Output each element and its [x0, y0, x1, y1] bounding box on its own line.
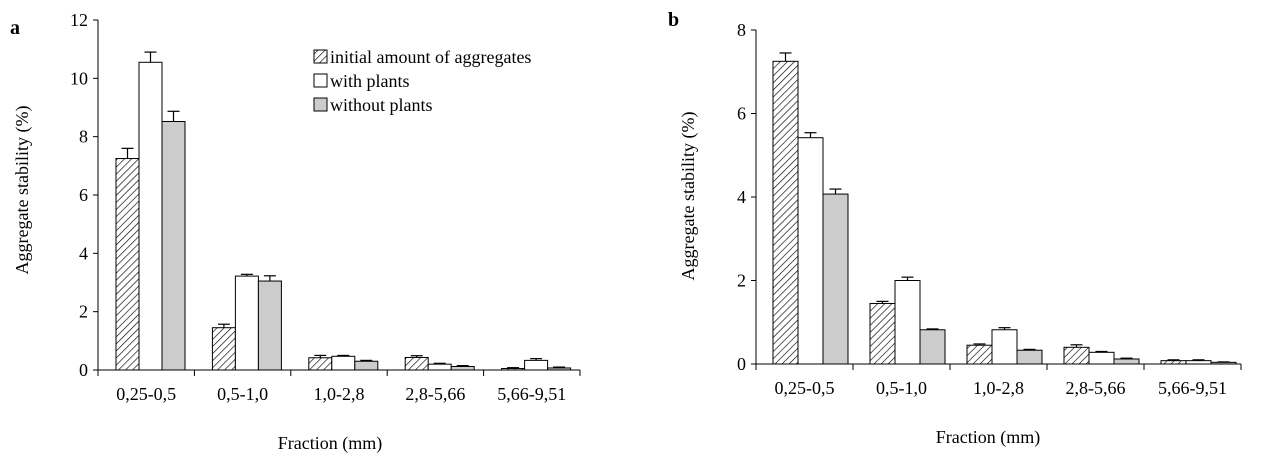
legend-swatch-without-plants [313, 97, 328, 112]
bar-b-s2-5 [1185, 360, 1212, 365]
bar-a-s1-5 [501, 368, 526, 371]
legend-label-with-plants: with plants [330, 71, 410, 91]
x-tick-label-b: 0,25-0,5 [775, 378, 835, 398]
bar-b-s1-3 [966, 344, 993, 365]
y-tick-label-a: 10 [70, 68, 88, 88]
chart-panel-a: a Aggregate stability (%) Fraction (mm) … [10, 10, 581, 454]
bar-b-s3-5 [1210, 361, 1237, 365]
bar-b-s1-1 [772, 60, 799, 365]
bar-a-s2-2 [234, 275, 259, 371]
x-tick-label-b: 5,66-9,51 [1158, 378, 1227, 398]
bar-a-s2-5 [524, 359, 549, 371]
legend-a: initial amount of aggregates with plants… [313, 47, 531, 115]
bar-b-s3-4 [1113, 358, 1140, 365]
bar-a-s2-3 [331, 355, 356, 371]
x-tick-label-a: 0,25-0,5 [116, 384, 176, 404]
y-tick-label-a: 6 [79, 185, 88, 205]
y-axis-title-b: Aggregate stability (%) [678, 112, 699, 281]
y-axis-title-a: Aggregate stability (%) [12, 106, 33, 275]
bar-b-s2-4 [1088, 351, 1115, 365]
legend-label-initial: initial amount of aggregates [330, 47, 531, 67]
x-tick-label-b: 1,0-2,8 [973, 378, 1024, 398]
y-tick-label-a: 12 [70, 10, 88, 30]
bar-a-s3-4 [450, 366, 475, 371]
bar-b-s3-2 [919, 329, 946, 365]
legend-swatch-with-plants [313, 73, 328, 88]
x-tick-label-a: 0,5-1,0 [217, 384, 268, 404]
x-axis-title-a: Fraction (mm) [278, 433, 382, 454]
bar-b-s3-3 [1016, 349, 1043, 365]
y-tick-label-b: 4 [737, 187, 746, 207]
y-tick-label-b: 6 [737, 104, 746, 124]
y-tick-label-b: 2 [737, 271, 746, 291]
bar-b-s3-1 [822, 193, 849, 365]
bar-b-s2-3 [991, 329, 1018, 365]
bar-b-s2-2 [894, 280, 921, 365]
bar-a-s2-1 [138, 61, 163, 371]
bar-a-s3-3 [354, 360, 379, 371]
bar-a-s2-4 [427, 363, 452, 371]
bar-a-s3-5 [547, 367, 572, 371]
y-tick-label-b: 8 [737, 20, 746, 40]
y-tick-label-a: 8 [79, 127, 88, 147]
legend-label-without-plants: without plants [330, 95, 433, 115]
bar-b-s2-1 [797, 137, 824, 365]
bar-a-s1-4 [404, 356, 429, 371]
bar-a-s3-2 [257, 280, 282, 371]
y-tick-label-a: 4 [79, 243, 88, 263]
y-tick-label-b: 0 [737, 354, 746, 374]
bar-b-s1-4 [1063, 346, 1090, 365]
chart-panel-b: b Aggregate stability (%) Fraction (mm) … [668, 9, 1242, 448]
x-axis-title-b: Fraction (mm) [936, 427, 1040, 448]
bar-b-s1-2 [869, 302, 896, 365]
x-tick-label-a: 2,8-5,66 [405, 384, 465, 404]
bar-a-s1-2 [211, 327, 236, 371]
panel-letter-a: a [10, 17, 20, 39]
x-tick-label-b: 2,8-5,66 [1066, 378, 1126, 398]
y-tick-label-a: 0 [79, 360, 88, 380]
legend-swatch-initial [313, 49, 328, 64]
x-tick-label-b: 0,5-1,0 [876, 378, 927, 398]
panel-letter-b: b [668, 9, 679, 31]
bar-a-s1-1 [115, 158, 140, 371]
bar-a-s3-1 [161, 121, 186, 371]
bar-b-s1-5 [1160, 360, 1187, 365]
y-tick-label-a: 2 [79, 302, 88, 322]
x-tick-label-a: 1,0-2,8 [314, 384, 365, 404]
bar-a-s1-3 [308, 357, 333, 371]
x-tick-label-a: 5,66-9,51 [497, 384, 566, 404]
